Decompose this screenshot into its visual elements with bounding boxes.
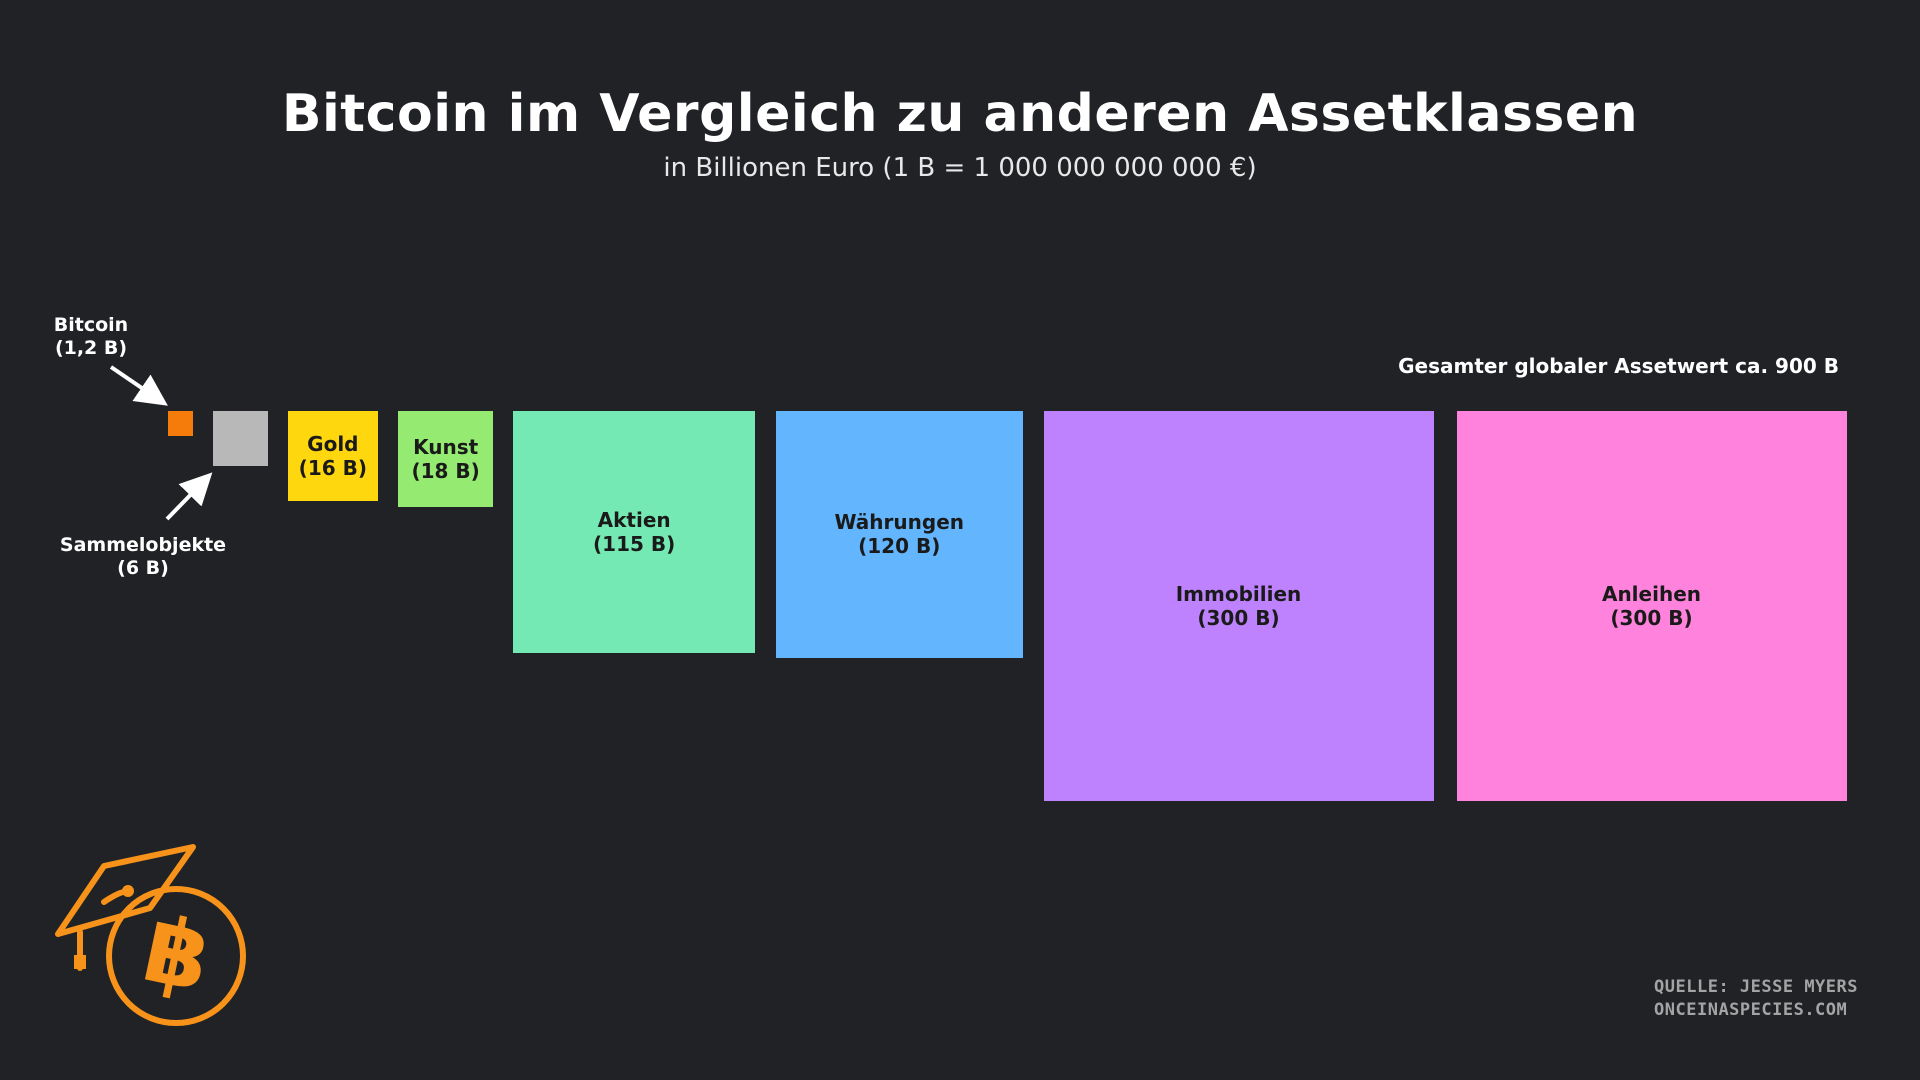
square-label-gold: Gold (16 B) [299, 432, 367, 480]
square-label-value: (300 B) [1610, 606, 1693, 630]
sammelobjekte-label-value: (6 B) [117, 557, 169, 579]
square-anleihen: Anleihen (300 B) [1456, 411, 1847, 801]
total-asset-value-label: Gesamter globaler Assetwert ca. 900 B [1398, 354, 1839, 378]
source-line-2: ONCEINASPECIES.COM [1654, 1000, 1848, 1020]
square-label-name: Kunst [413, 434, 479, 459]
square-label-value: (300 B) [1197, 606, 1280, 630]
square-label-waehrungen: Währungen (120 B) [834, 510, 964, 558]
square-label-name: Immobilien [1175, 582, 1302, 606]
square-label-value: (120 B) [858, 534, 941, 559]
square-aktien: Aktien (115 B) [513, 411, 755, 653]
bitcoin-label-value: (1,2 B) [54, 337, 128, 359]
sammelobjekte-label: Sammelobjekte (6 B) [52, 534, 234, 580]
square-label-anleihen: Anleihen (300 B) [1602, 582, 1701, 630]
square-label-aktien: Aktien (115 B) [593, 508, 675, 556]
source-credit: QUELLE: JESSE MYERS ONCEINASPECIES.COM [1654, 976, 1858, 1022]
svg-text:฿: ฿ [135, 895, 220, 1013]
square-bitcoin [168, 411, 193, 436]
bitcoin-arrow [109, 365, 168, 406]
square-label-value: (18 B) [411, 458, 480, 483]
square-gold: Gold (16 B) [287, 411, 378, 502]
square-label-value: (115 B) [593, 531, 676, 556]
square-sammelobjekte [212, 411, 268, 467]
bitcoin-label-name: Bitcoin [53, 314, 129, 336]
square-label-name: Währungen [834, 510, 964, 535]
square-label-name: Anleihen [1601, 582, 1702, 606]
sammelobjekte-arrow [165, 472, 213, 521]
square-immobilien: Immobilien (300 B) [1043, 411, 1434, 801]
square-label-name: Aktien [597, 507, 671, 532]
sammelobjekte-label-name: Sammelobjekte [59, 534, 227, 556]
square-kunst: Kunst (18 B) [397, 411, 494, 507]
chart-title: Bitcoin im Vergleich zu anderen Assetkla… [281, 84, 1639, 144]
source-line-1: QUELLE: JESSE MYERS [1654, 977, 1858, 997]
square-label-value: (16 B) [298, 456, 367, 481]
chart-subtitle: in Billionen Euro (1 B = 1 000 000 000 0… [663, 153, 1257, 183]
square-label-immobilien: Immobilien (300 B) [1176, 582, 1302, 630]
square-label-kunst: Kunst (18 B) [411, 435, 479, 483]
square-label-name: Gold [307, 432, 359, 457]
square-waehrungen: Währungen (120 B) [775, 411, 1023, 658]
bitcoin-label: Bitcoin (1,2 B) [40, 314, 142, 360]
